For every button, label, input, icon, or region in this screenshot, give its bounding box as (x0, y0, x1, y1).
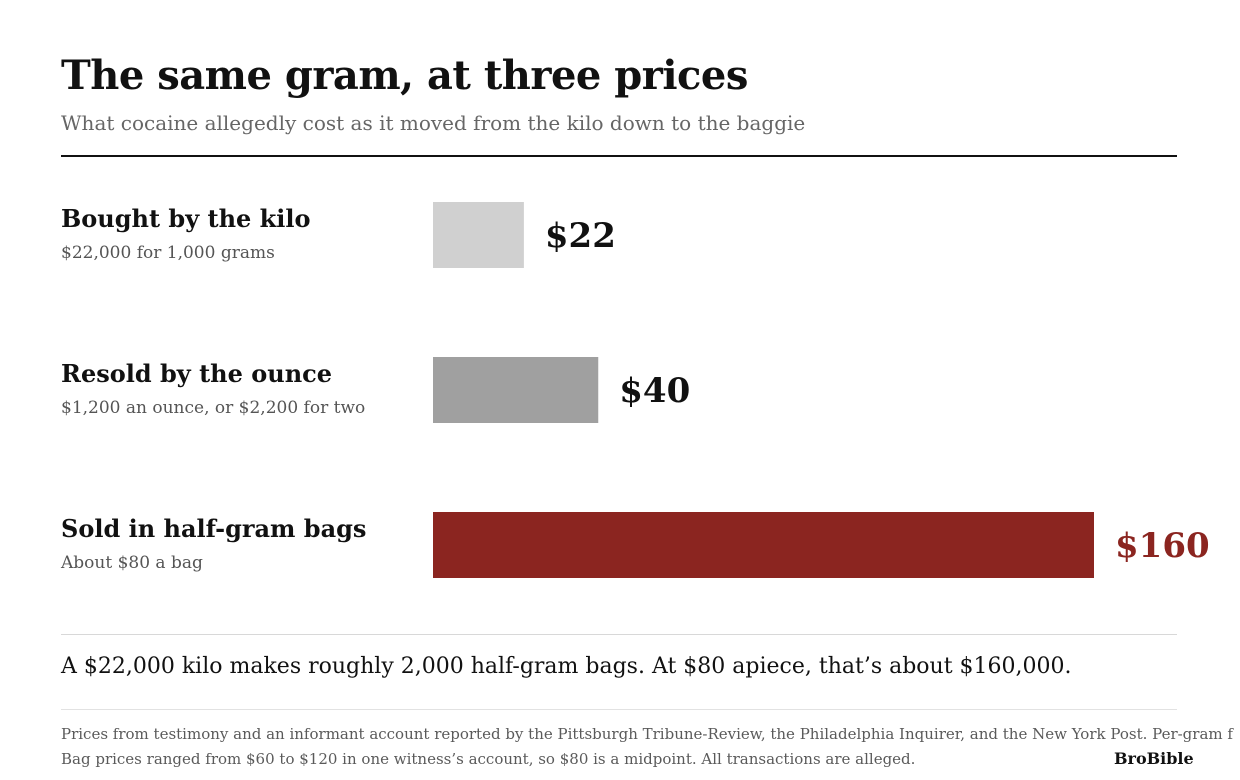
footnote-divider (61, 709, 1177, 710)
bar-ounce (433, 357, 599, 423)
row-note-bag: About $80 a bag (61, 553, 203, 573)
row-label-kilo: Bought by the kilo (61, 204, 311, 233)
brand-logo: BroBible (1106, 748, 1194, 770)
row-note-ounce: $1,200 an ounce, or $2,200 for two (61, 398, 366, 418)
row-note-kilo: $22,000 for 1,000 grams (61, 243, 275, 263)
chart-subtitle: What cocaine allegedly cost as it moved … (61, 111, 806, 135)
footnote-line-1: Prices from testimony and an informant a… (61, 725, 1233, 743)
bar-chart: $22 $40 $160 (433, 202, 1210, 578)
bar-value-label-kilo: $22 (545, 216, 616, 256)
row-label-bag: Sold in half-gram bags (61, 514, 367, 543)
bar-value-label-bag: $160 (1115, 526, 1210, 566)
bar-kilo (433, 202, 524, 268)
footnote-line-2: Bag prices ranged from $60 to $120 in on… (61, 750, 916, 768)
source-footnote: Prices from testimony and an informant a… (61, 722, 1240, 772)
row-label-ounce: Resold by the ounce (61, 359, 333, 388)
bar-bag (433, 512, 1094, 578)
title-divider (61, 155, 1177, 157)
chart-title: The same gram, at three prices (61, 52, 748, 99)
chart-divider (61, 634, 1177, 635)
takeaway-text: A $22,000 kilo makes roughly 2,000 half-… (61, 654, 1072, 679)
bar-value-label-ounce: $40 (619, 371, 690, 411)
